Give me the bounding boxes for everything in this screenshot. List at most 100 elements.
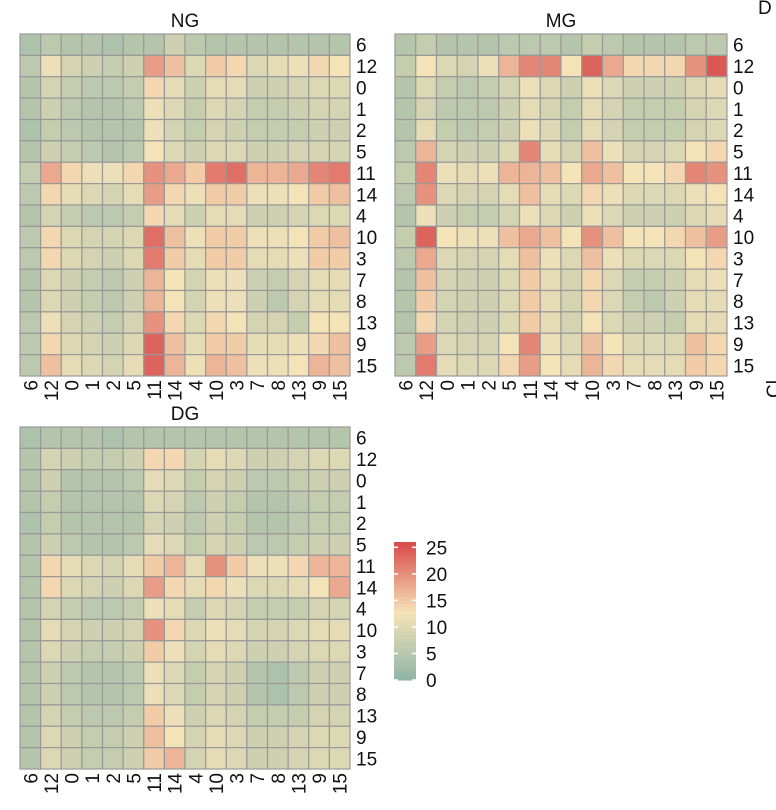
- dg-heatmap-cell: [308, 533, 330, 556]
- dg-heatmap-cell: [246, 682, 269, 706]
- mg-heatmap-cell: [581, 54, 604, 78]
- dg-heatmap-cell: [308, 511, 330, 535]
- ng-column-label: 10: [207, 380, 228, 401]
- mg-heatmap-cell: [394, 161, 417, 185]
- dg-heatmap-cell: [328, 682, 351, 706]
- ng-heatmap-cell: [122, 33, 145, 56]
- dg-heatmap-cell: [40, 447, 62, 471]
- ng-row-label: 11: [356, 164, 376, 185]
- mg-heatmap-cell: [581, 33, 604, 56]
- dg-heatmap-cell: [205, 447, 227, 471]
- dg-heatmap-cell: [60, 747, 83, 770]
- legend-tick-label: 25: [426, 538, 447, 559]
- ng-heatmap-cell: [287, 118, 310, 142]
- dg-heatmap-cell: [328, 725, 351, 749]
- dg-heatmap-cell: [81, 511, 104, 535]
- ng-heatmap-cell: [60, 247, 83, 270]
- mg-heatmap-cell: [539, 225, 562, 249]
- mg-column-label: 13: [666, 380, 687, 401]
- ng-heatmap-cell: [328, 204, 351, 227]
- mg-heatmap-cell: [498, 204, 521, 227]
- ng-heatmap-cell: [266, 289, 289, 313]
- ng-heatmap-cell: [163, 76, 186, 99]
- dg-heatmap-cell: [184, 661, 207, 685]
- ng-heatmap-cell: [184, 311, 207, 334]
- ng-heatmap-cell: [60, 161, 83, 185]
- dg-heatmap-cell: [266, 618, 289, 642]
- mg-heatmap-cell: [643, 97, 666, 121]
- mg-heatmap-cell: [539, 33, 562, 56]
- ng-row-label: 9: [356, 335, 367, 356]
- mg-heatmap-cell: [560, 33, 583, 56]
- ng-heatmap-cell: [101, 183, 124, 206]
- dg-heatmap-cell: [81, 704, 104, 727]
- dg-heatmap-cell: [328, 704, 351, 727]
- legend-gradient-segment: [394, 583, 416, 588]
- mg-heatmap-cell: [643, 289, 666, 313]
- ng-heatmap-cell: [40, 183, 62, 206]
- legend-gradient-segment: [394, 621, 416, 626]
- mg-heatmap-cell: [435, 97, 458, 121]
- ng-heatmap-cell: [81, 225, 104, 249]
- dg-heatmap-cell: [308, 447, 330, 471]
- dg-heatmap-cell: [287, 576, 310, 599]
- dg-heatmap-cell: [143, 661, 165, 685]
- dg-heatmap-cell: [308, 704, 330, 727]
- mg-heatmap-cell: [643, 247, 666, 270]
- mg-heatmap-cell: [518, 140, 541, 163]
- dg-heatmap-cell: [205, 597, 227, 620]
- ng-heatmap-cell: [143, 354, 165, 377]
- mg-heatmap-cell: [643, 140, 666, 163]
- ng-heatmap-cell: [246, 354, 269, 377]
- ng-column-label: 11: [145, 380, 166, 400]
- mg-heatmap-cell: [622, 289, 645, 313]
- legend-gradient-segment: [394, 542, 416, 547]
- dg-heatmap-cell: [308, 597, 330, 620]
- dg-heatmap-cell: [19, 661, 42, 685]
- dg-row-label: 9: [356, 728, 367, 749]
- dg-heatmap-cell: [60, 426, 83, 449]
- dg-row-label: 4: [356, 600, 367, 621]
- dg-heatmap-cell: [40, 747, 62, 770]
- mg-heatmap-cell: [622, 76, 645, 99]
- ng-heatmap-cell: [143, 311, 165, 334]
- mg-heatmap-cell: [705, 54, 728, 78]
- mg-heatmap-cell: [477, 204, 500, 227]
- ng-heatmap-cell: [19, 247, 42, 270]
- ng-heatmap-cell: [40, 161, 62, 185]
- ng-heatmap-cell: [40, 33, 62, 56]
- mg-heatmap-cell: [601, 204, 624, 227]
- ng-heatmap-cell: [19, 33, 42, 56]
- mg-heatmap-cell: [539, 161, 562, 185]
- ng-heatmap-cell: [101, 140, 124, 163]
- dg-heatmap-cell: [205, 490, 227, 514]
- ng-heatmap-cell: [81, 76, 104, 99]
- dg-heatmap-cell: [246, 576, 269, 599]
- mg-heatmap-cell: [622, 54, 645, 78]
- mg-heatmap-cell: [456, 268, 479, 292]
- mg-heatmap-cell: [518, 247, 541, 270]
- dg-heatmap-cell: [122, 576, 145, 599]
- legend-gradient-segment: [394, 652, 416, 657]
- mg-heatmap-cell: [601, 54, 624, 78]
- ng-column-label: 8: [269, 380, 290, 391]
- dg-heatmap-cell: [81, 576, 104, 599]
- ng-heatmap-cell: [225, 247, 248, 270]
- ng-heatmap-cell: [19, 140, 42, 163]
- ng-heatmap-cell: [19, 76, 42, 99]
- dg-row-label: 10: [356, 621, 377, 642]
- mg-heatmap-cell: [622, 33, 645, 56]
- mg-heatmap-cell: [394, 225, 417, 249]
- ng-heatmap-cell: [163, 247, 186, 270]
- mg-heatmap-cell: [643, 54, 666, 78]
- dg-column-label: 4: [186, 773, 207, 784]
- dg-row-label: 6: [356, 429, 367, 450]
- dg-heatmap-cell: [205, 426, 227, 449]
- dg-heatmap-cell: [287, 682, 310, 706]
- dg-heatmap-cell: [101, 490, 124, 514]
- mg-heatmap-cell: [394, 33, 417, 56]
- mg-heatmap-cell: [622, 225, 645, 249]
- dg-heatmap-cell: [163, 704, 186, 727]
- dg-heatmap-cell: [19, 490, 42, 514]
- ng-heatmap-cell: [143, 225, 165, 249]
